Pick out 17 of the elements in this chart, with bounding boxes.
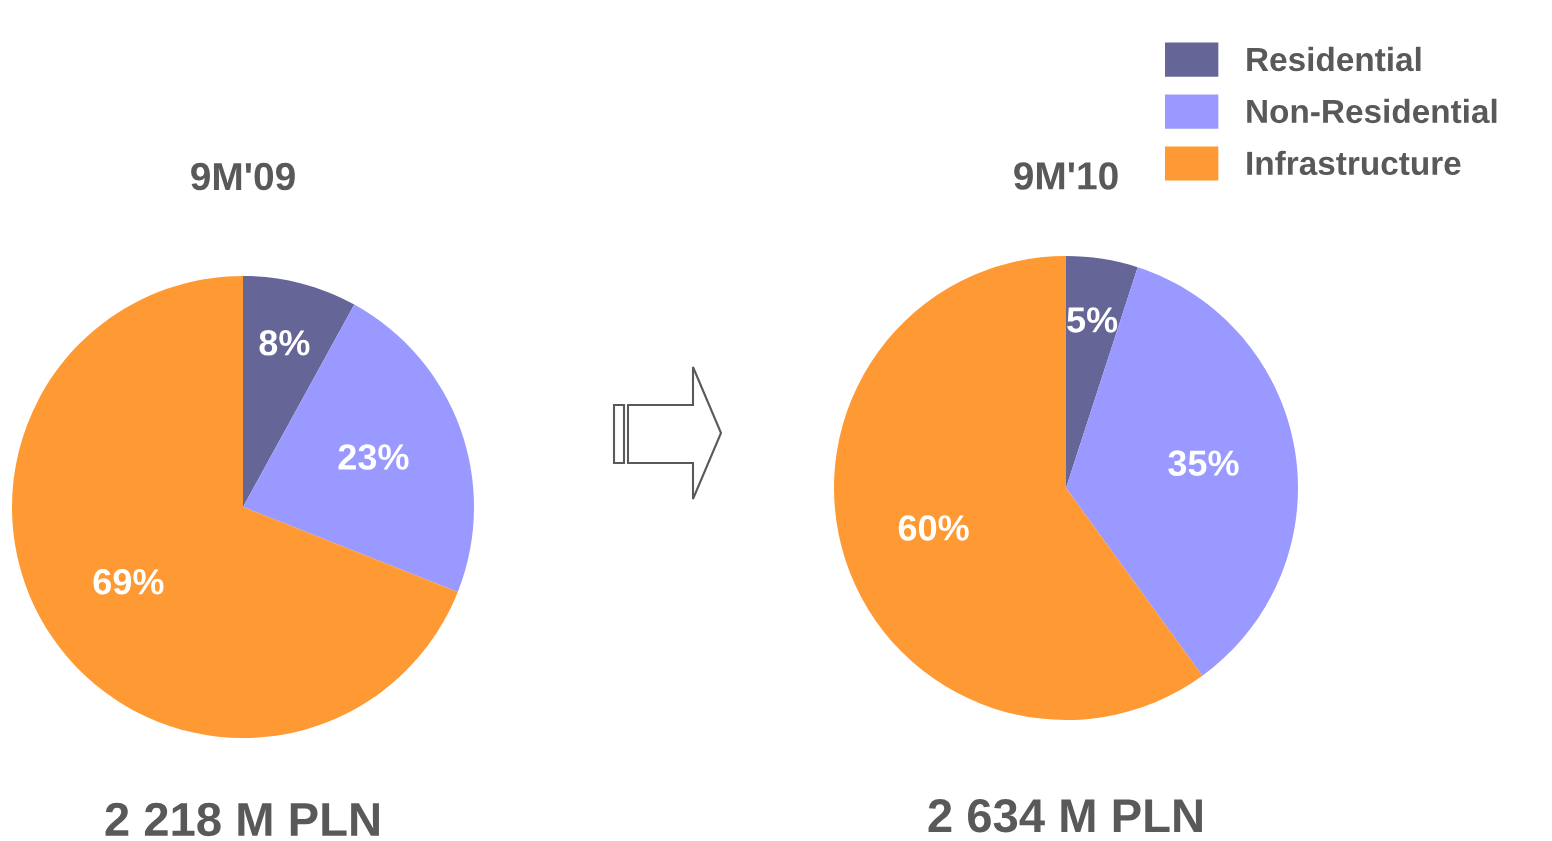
data-label: 8% xyxy=(259,330,310,356)
legend-label: Residential xyxy=(1247,46,1421,72)
pie-slice xyxy=(12,276,458,738)
data-label: 5% xyxy=(1067,307,1118,333)
pie-slice xyxy=(243,304,474,593)
text: 2 634 M PLN xyxy=(928,799,1202,833)
data-label: 69% xyxy=(93,569,164,595)
pie-slice xyxy=(1066,256,1138,488)
text: 2 218 M PLN xyxy=(105,802,379,837)
legend-label: Non-Residential xyxy=(1247,98,1497,124)
chart-title: 9M'10 xyxy=(1014,162,1118,190)
legend-label: Infrastructure xyxy=(1247,150,1461,176)
text: 9M'09 xyxy=(191,162,295,191)
data-label: 23% xyxy=(338,444,409,470)
data-label: 60% xyxy=(898,515,969,541)
data-label: 35% xyxy=(1168,450,1239,476)
pie-slice xyxy=(1066,267,1298,676)
